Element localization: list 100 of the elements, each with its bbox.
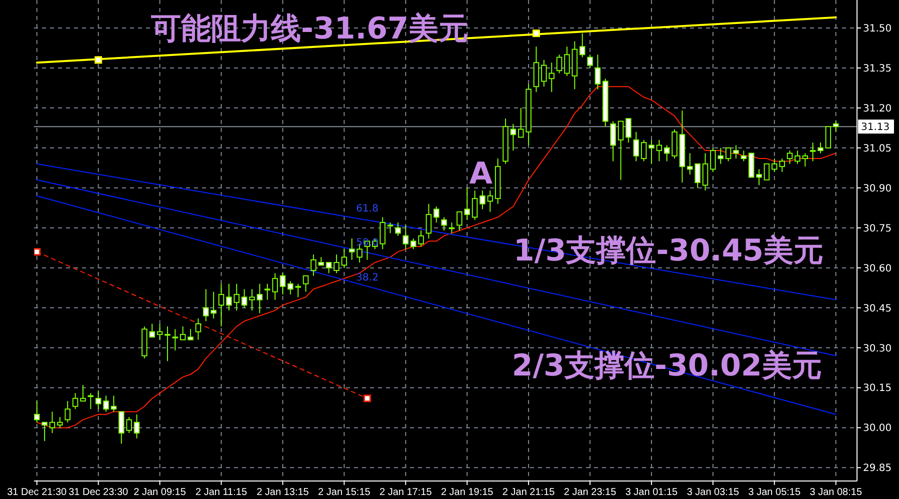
x-tick-label: 2 Jan 11:15	[196, 487, 248, 498]
candlestick	[656, 139, 662, 162]
x-tick-label: 2 Jan 17:15	[380, 487, 432, 498]
x-tick-label: 2 Jan 15:15	[318, 487, 371, 498]
ref-line-label: 31.13	[861, 122, 890, 134]
candlestick	[618, 120, 624, 180]
x-tick-label: 31 Dec 23:30	[68, 487, 129, 498]
candlestick	[441, 216, 447, 232]
y-tick-label: 30.00	[863, 423, 892, 434]
y-tick-label: 30.60	[863, 263, 892, 274]
candlestick	[594, 54, 601, 90]
candlestick	[740, 150, 747, 162]
candlestick	[480, 190, 486, 210]
candlestick	[610, 120, 616, 162]
candlestick	[34, 400, 40, 423]
candlestick	[241, 288, 248, 308]
candlestick	[426, 203, 432, 239]
candlestick	[334, 254, 340, 274]
candlestick	[156, 323, 163, 340]
candlestick	[832, 120, 839, 132]
candlestick	[710, 147, 716, 172]
candlestick	[172, 328, 178, 351]
candlestick	[733, 144, 739, 160]
candlestick	[280, 272, 286, 295]
candlestick	[640, 139, 647, 162]
x-tick-label: 2 Jan 13:15	[256, 487, 310, 498]
candlestick	[188, 328, 194, 340]
candlestick	[310, 254, 316, 276]
annotation: 38.2	[356, 272, 378, 284]
candlestick	[786, 150, 793, 164]
y-tick-label: 31.20	[863, 103, 892, 114]
candlestick	[218, 283, 224, 327]
y-tick-label: 30.30	[863, 343, 892, 354]
candlestick	[272, 272, 278, 300]
candlestick	[564, 46, 570, 76]
candlestick	[49, 411, 56, 434]
candlestick	[533, 46, 540, 92]
annotation: 61.8	[356, 203, 378, 214]
candlestick	[802, 152, 808, 168]
point	[532, 30, 540, 38]
candlestick	[672, 128, 678, 160]
candlestick	[72, 392, 78, 410]
candlestick	[764, 163, 770, 180]
candlestick	[648, 139, 654, 164]
candlestick	[626, 118, 632, 144]
x-tick-label: 3 Jan 03:15	[686, 487, 740, 498]
candlestick	[80, 384, 86, 402]
candlestick	[42, 422, 48, 442]
candlestick	[418, 230, 424, 247]
x-tick-label: 2 Jan 21:15	[502, 487, 556, 498]
candlestick	[195, 318, 202, 340]
candlestick	[256, 283, 263, 314]
candlestick	[402, 224, 409, 250]
candlestick	[587, 54, 593, 68]
candlestick	[410, 238, 416, 250]
point	[94, 56, 102, 64]
x-tick-label: 2 Jan 23:15	[564, 487, 617, 498]
candlestick	[510, 123, 516, 152]
annotation: A	[469, 156, 494, 192]
y-tick-label: 31.05	[863, 143, 892, 154]
y-tick-label: 30.75	[863, 223, 892, 234]
x-tick-label: 2 Jan 09:15	[134, 487, 186, 498]
annotation: 可能阻力线-31.67美元	[150, 11, 468, 46]
candlestick	[164, 326, 170, 362]
point	[34, 248, 41, 256]
candlestick	[64, 400, 70, 423]
candlestick	[725, 147, 732, 162]
y-tick-label: 30.15	[863, 383, 892, 394]
candlestick	[748, 152, 754, 178]
candlestick	[487, 190, 494, 212]
y-tick-label: 31.50	[863, 23, 892, 34]
candlestick	[702, 152, 708, 192]
candlestick	[110, 395, 117, 412]
candlestick	[818, 142, 824, 154]
candlestick	[134, 414, 140, 439]
x-tick-label: 2 Jan 19:15	[440, 487, 494, 498]
candlestick	[348, 238, 355, 260]
candlestick	[664, 144, 670, 162]
candlestick	[103, 395, 109, 412]
candlestick	[95, 390, 102, 410]
candlestick	[302, 275, 309, 292]
candlestick	[326, 262, 332, 274]
candlestick	[810, 142, 816, 162]
candlestick	[825, 126, 832, 148]
x-tick-label: 3 Jan 01:15	[625, 487, 678, 498]
y-tick-label: 30.45	[863, 303, 892, 314]
candlestick	[180, 326, 186, 340]
candlestick	[57, 416, 63, 428]
candlestick	[756, 168, 762, 186]
candlestick	[264, 283, 270, 300]
y-tick-label: 29.85	[863, 463, 892, 474]
candlestick	[88, 392, 94, 410]
x-tick-label: 3 Jan 08:15	[810, 487, 862, 498]
point	[363, 394, 371, 402]
x-tick-label: 31 Dec 21:30	[7, 487, 68, 498]
candlestick	[387, 222, 394, 234]
candlestick	[249, 288, 255, 311]
candlestick	[556, 54, 562, 74]
candlestick	[472, 190, 478, 220]
y-tick-label: 30.90	[863, 183, 892, 194]
